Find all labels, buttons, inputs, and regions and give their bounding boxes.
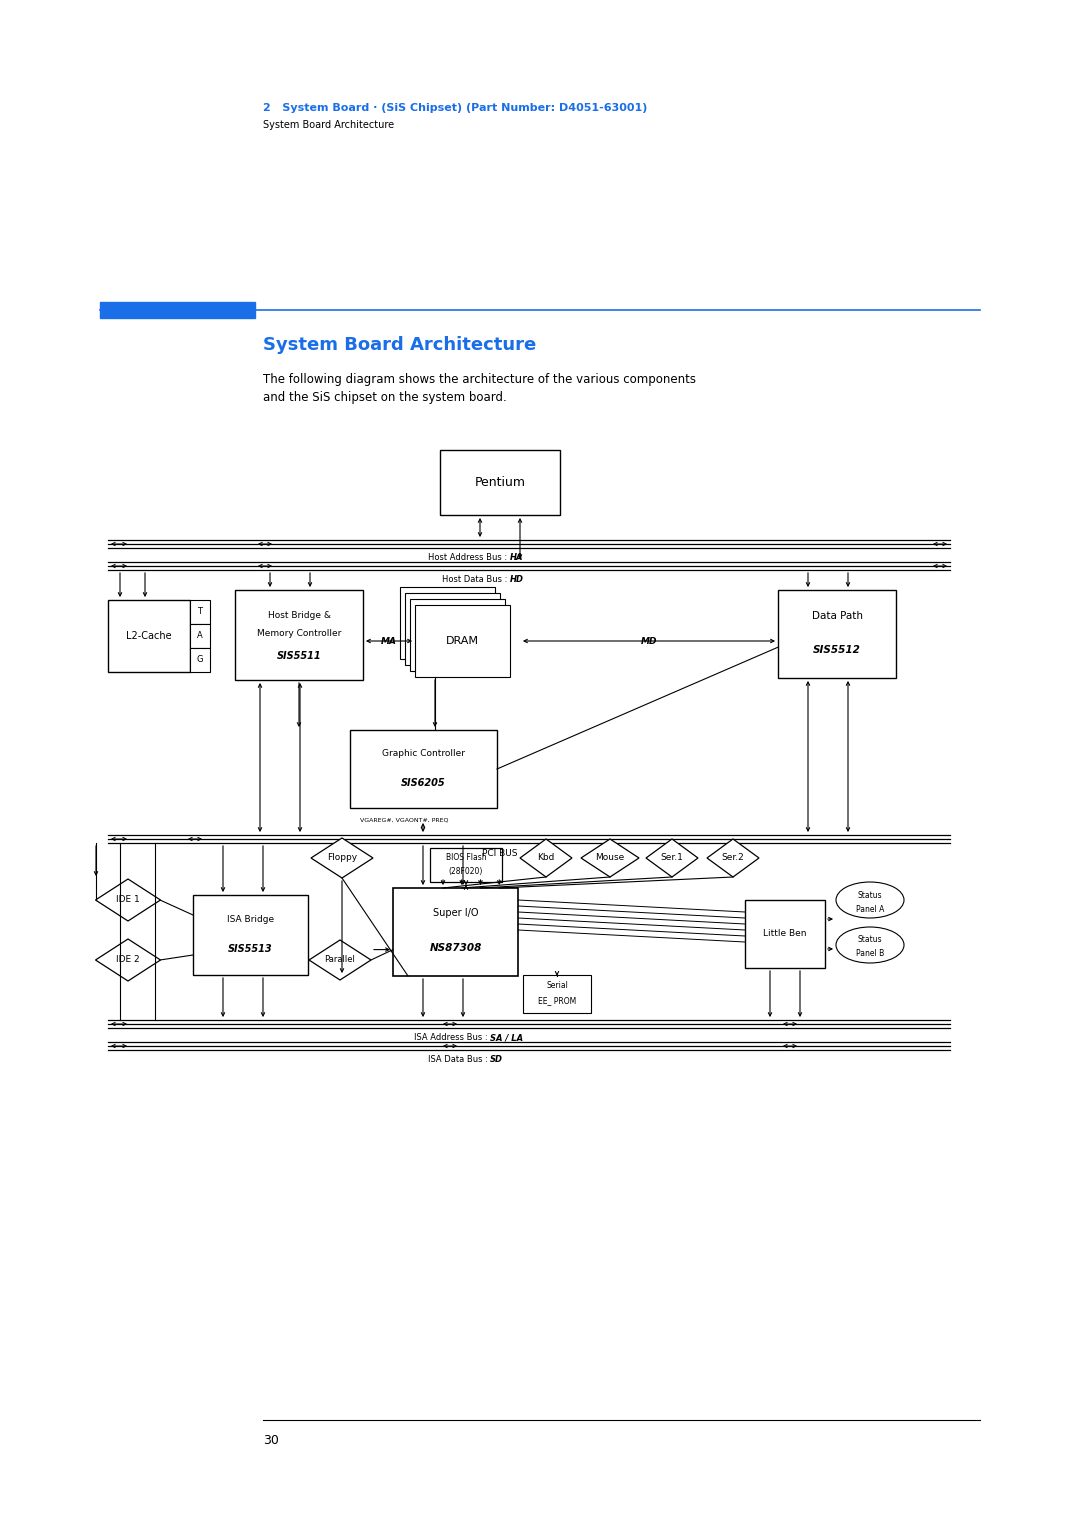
Text: SIS6205: SIS6205 (401, 778, 446, 788)
Bar (235, 590, 363, 680)
Text: System Board Architecture: System Board Architecture (264, 121, 394, 130)
Polygon shape (95, 940, 161, 981)
Bar (400, 587, 495, 659)
Text: HD: HD (510, 576, 524, 585)
Text: Data Path: Data Path (811, 611, 863, 622)
Bar (415, 605, 510, 677)
Text: SIS5512: SIS5512 (813, 645, 861, 656)
Text: Pentium: Pentium (474, 477, 526, 489)
Text: Host Address Bus :: Host Address Bus : (429, 553, 510, 562)
Text: EE_ PROM: EE_ PROM (538, 996, 576, 1005)
Bar (778, 590, 896, 678)
Bar (190, 648, 210, 672)
Text: 2   System Board · (SiS Chipset) (Part Number: D4051-63001): 2 System Board · (SiS Chipset) (Part Num… (264, 102, 647, 113)
Text: Ser.1: Ser.1 (661, 854, 684, 862)
Polygon shape (519, 839, 572, 877)
Text: G: G (197, 656, 203, 665)
Ellipse shape (836, 927, 904, 963)
Text: MD: MD (640, 637, 658, 645)
Text: ISA Data Bus :: ISA Data Bus : (428, 1056, 490, 1065)
Polygon shape (646, 839, 698, 877)
Text: DRAM: DRAM (446, 636, 480, 646)
Text: Panel B: Panel B (855, 949, 885, 958)
Text: IDE 1: IDE 1 (117, 895, 140, 905)
Text: Memory Controller: Memory Controller (257, 628, 341, 637)
Text: Little Ben: Little Ben (764, 929, 807, 938)
Text: Host Data Bus :: Host Data Bus : (442, 576, 510, 585)
Text: Panel A: Panel A (855, 905, 885, 914)
Bar (193, 895, 308, 975)
Text: System Board Architecture: System Board Architecture (264, 336, 537, 354)
Polygon shape (95, 879, 161, 921)
Text: Kbd: Kbd (538, 854, 555, 862)
Bar (745, 900, 825, 969)
Text: (28F020): (28F020) (449, 866, 483, 876)
Text: SD: SD (490, 1056, 503, 1065)
Text: Graphic Controller: Graphic Controller (382, 749, 465, 758)
Bar (190, 623, 210, 648)
Polygon shape (311, 837, 373, 879)
Text: Parallel: Parallel (325, 955, 355, 964)
Bar (108, 601, 190, 672)
Text: L2-Cache: L2-Cache (126, 631, 172, 642)
Text: PCI BUS: PCI BUS (483, 848, 517, 857)
Text: BIOS Flash: BIOS Flash (446, 853, 486, 862)
Text: VGAREG#, VGAONT#, PREQ: VGAREG#, VGAONT#, PREQ (360, 817, 448, 824)
Bar (350, 730, 497, 808)
Bar (523, 975, 591, 1013)
Polygon shape (581, 839, 639, 877)
Bar (440, 451, 561, 515)
Bar (393, 888, 518, 976)
Text: MA: MA (381, 637, 397, 645)
Text: Floppy: Floppy (327, 854, 357, 862)
Text: T: T (198, 608, 203, 616)
Polygon shape (707, 839, 759, 877)
Text: Ser.2: Ser.2 (721, 854, 744, 862)
Text: Super I/O: Super I/O (433, 908, 478, 918)
Text: Status: Status (858, 935, 882, 944)
Bar (405, 593, 500, 665)
Ellipse shape (836, 882, 904, 918)
Text: ISA Address Bus :: ISA Address Bus : (414, 1033, 490, 1042)
Text: Mouse: Mouse (595, 854, 624, 862)
Text: Serial: Serial (546, 981, 568, 990)
Polygon shape (309, 940, 372, 979)
Text: The following diagram shows the architecture of the various components: The following diagram shows the architec… (264, 373, 696, 387)
Text: SIS5511: SIS5511 (276, 651, 322, 660)
Text: A: A (198, 631, 203, 640)
Bar (430, 848, 502, 882)
Text: NS87308: NS87308 (430, 943, 482, 953)
Text: ISA Bridge: ISA Bridge (227, 914, 274, 923)
Text: SA / LA: SA / LA (490, 1033, 523, 1042)
Text: Host Bridge &: Host Bridge & (268, 611, 330, 620)
Bar (100, 303, 255, 318)
Text: HA: HA (510, 553, 524, 562)
Text: Status: Status (858, 891, 882, 900)
Text: 30: 30 (264, 1433, 279, 1447)
Text: IDE 2: IDE 2 (117, 955, 139, 964)
Bar (190, 601, 210, 623)
Bar (410, 599, 505, 671)
Text: SIS5513: SIS5513 (228, 944, 273, 955)
Text: and the SiS chipset on the system board.: and the SiS chipset on the system board. (264, 391, 507, 405)
